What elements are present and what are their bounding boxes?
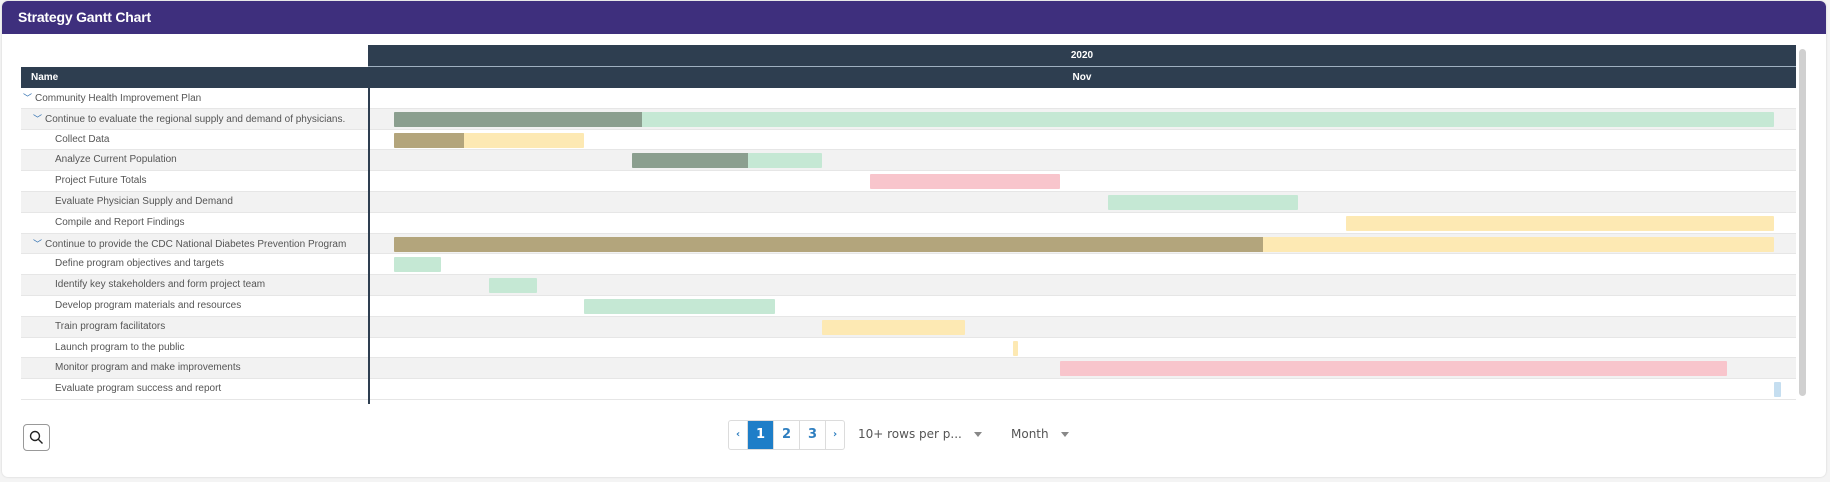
task-row[interactable]: Define program objectives and targets [21,254,1796,276]
task-bar[interactable] [489,278,537,294]
task-row[interactable]: Monitor program and make improvements [21,358,1796,380]
task-bar[interactable] [1012,340,1019,356]
task-name-cell: Launch program to the public [21,338,402,358]
task-row[interactable]: Evaluate program success and report [21,379,1796,400]
task-name: Evaluate program success and report [55,383,222,395]
task-name: Project Future Totals [55,175,147,187]
year-header: 2020 [368,45,1796,67]
task-name: Monitor program and make improvements [55,362,241,374]
task-name-cell: Define program objectives and targets [21,254,402,274]
task-progress [393,111,643,127]
task-name-cell: Evaluate program success and report [21,379,402,399]
task-bar[interactable] [393,236,1775,252]
pagination: ‹ 1 2 3 › [728,420,845,450]
task-name-cell: Evaluate Physician Supply and Demand [21,192,402,212]
task-bar[interactable] [1774,382,1782,398]
grid-timeline-divider[interactable] [368,67,370,404]
dropdown-arrow-icon [1060,432,1069,437]
task-row[interactable]: Launch program to the public [21,338,1796,359]
dropdown-arrow-icon [973,432,982,437]
rows-per-page-select[interactable]: 10+ rows per p... [858,420,982,448]
task-bar[interactable] [869,174,1061,190]
task-row[interactable]: ﹀ Continue to provide the CDC National Di… [21,233,1796,255]
vertical-scrollbar[interactable] [1799,49,1806,396]
search-icon [29,430,43,444]
page-3-button[interactable]: 3 [800,421,826,449]
task-row[interactable]: Develop program materials and resources [21,296,1796,317]
task-name-cell: Compile and Report Findings [21,213,402,233]
task-bar[interactable] [584,298,775,314]
task-row[interactable]: Analyze Current Population [21,150,1796,172]
task-name: Community Health Improvement Plan [35,93,202,104]
task-progress [393,132,465,148]
task-progress [631,153,748,169]
task-name: Continue to provide the CDC National Dia… [45,238,347,250]
task-name-cell: Develop program materials and resources [21,296,402,316]
task-name: Collect Data [55,133,110,145]
panel-title: Strategy Gantt Chart [2,1,1826,34]
task-bar[interactable] [1107,194,1299,210]
task-name: Analyze Current Population [55,154,177,166]
chevron-down-icon[interactable]: ﹀ [23,93,33,103]
task-name-cell: Collect Data [21,130,402,150]
task-name: Define program objectives and targets [55,258,224,270]
task-name-cell: ﹀ Continue to provide the CDC National Di… [21,234,380,254]
task-name-cell: Identify key stakeholders and form proje… [21,275,402,295]
task-name-cell: Project Future Totals [21,171,402,191]
task-name: Develop program materials and resources [55,299,242,311]
zoom-level-select[interactable]: Month [1011,420,1069,448]
task-name: Identify key stakeholders and form proje… [55,279,266,291]
name-column-header[interactable]: Name [21,67,368,88]
chevron-down-icon[interactable]: ﹀ [33,113,43,124]
task-progress [393,236,1264,252]
task-name-cell: ﹀ Continue to evaluate the regional suppl… [21,109,380,129]
task-bar[interactable] [393,132,585,148]
task-bar[interactable] [822,319,965,335]
task-row[interactable]: Project Future Totals [21,171,1796,192]
gantt-rows: ﹀ Community Health Improvement Plan ﹀ Conti… [21,88,1796,400]
task-name: Continue to evaluate the regional supply… [45,113,346,125]
rows-per-page-value: 10+ rows per p... [858,427,962,441]
task-name: Train program facilitators [55,320,166,332]
task-row[interactable]: Compile and Report Findings [21,213,1796,234]
task-name-cell: Train program facilitators [21,317,402,337]
task-bar[interactable] [1060,361,1727,377]
task-name-cell: Analyze Current Population [21,150,402,170]
task-name-cell: Monitor program and make improvements [21,358,402,378]
task-bar[interactable] [393,257,442,273]
task-row[interactable]: Identify key stakeholders and form proje… [21,275,1796,296]
task-row[interactable]: ﹀ Continue to evaluate the regional suppl… [21,108,1796,130]
page-1-button[interactable]: 1 [748,421,774,449]
task-bar[interactable] [631,153,823,169]
task-name: Launch program to the public [55,341,185,353]
task-row[interactable]: ﹀ Community Health Improvement Plan [21,88,1796,109]
task-name: Evaluate Physician Supply and Demand [55,195,233,207]
search-button[interactable] [23,424,50,451]
month-header: Nov [368,67,1796,88]
task-row[interactable]: Evaluate Physician Supply and Demand [21,191,1796,213]
task-row[interactable]: Train program facilitators [21,316,1796,338]
page-2-button[interactable]: 2 [774,421,800,449]
zoom-level-value: Month [1011,427,1049,441]
chevron-down-icon[interactable]: ﹀ [33,238,43,249]
task-bar[interactable] [393,111,1775,127]
task-row[interactable]: Collect Data [21,130,1796,151]
next-page-button[interactable]: › [832,429,838,440]
prev-page-button[interactable]: ‹ [729,421,748,449]
task-name-cell: ﹀ Community Health Improvement Plan [21,88,370,108]
task-name: Compile and Report Findings [55,216,185,228]
task-bar[interactable] [1345,215,1775,231]
